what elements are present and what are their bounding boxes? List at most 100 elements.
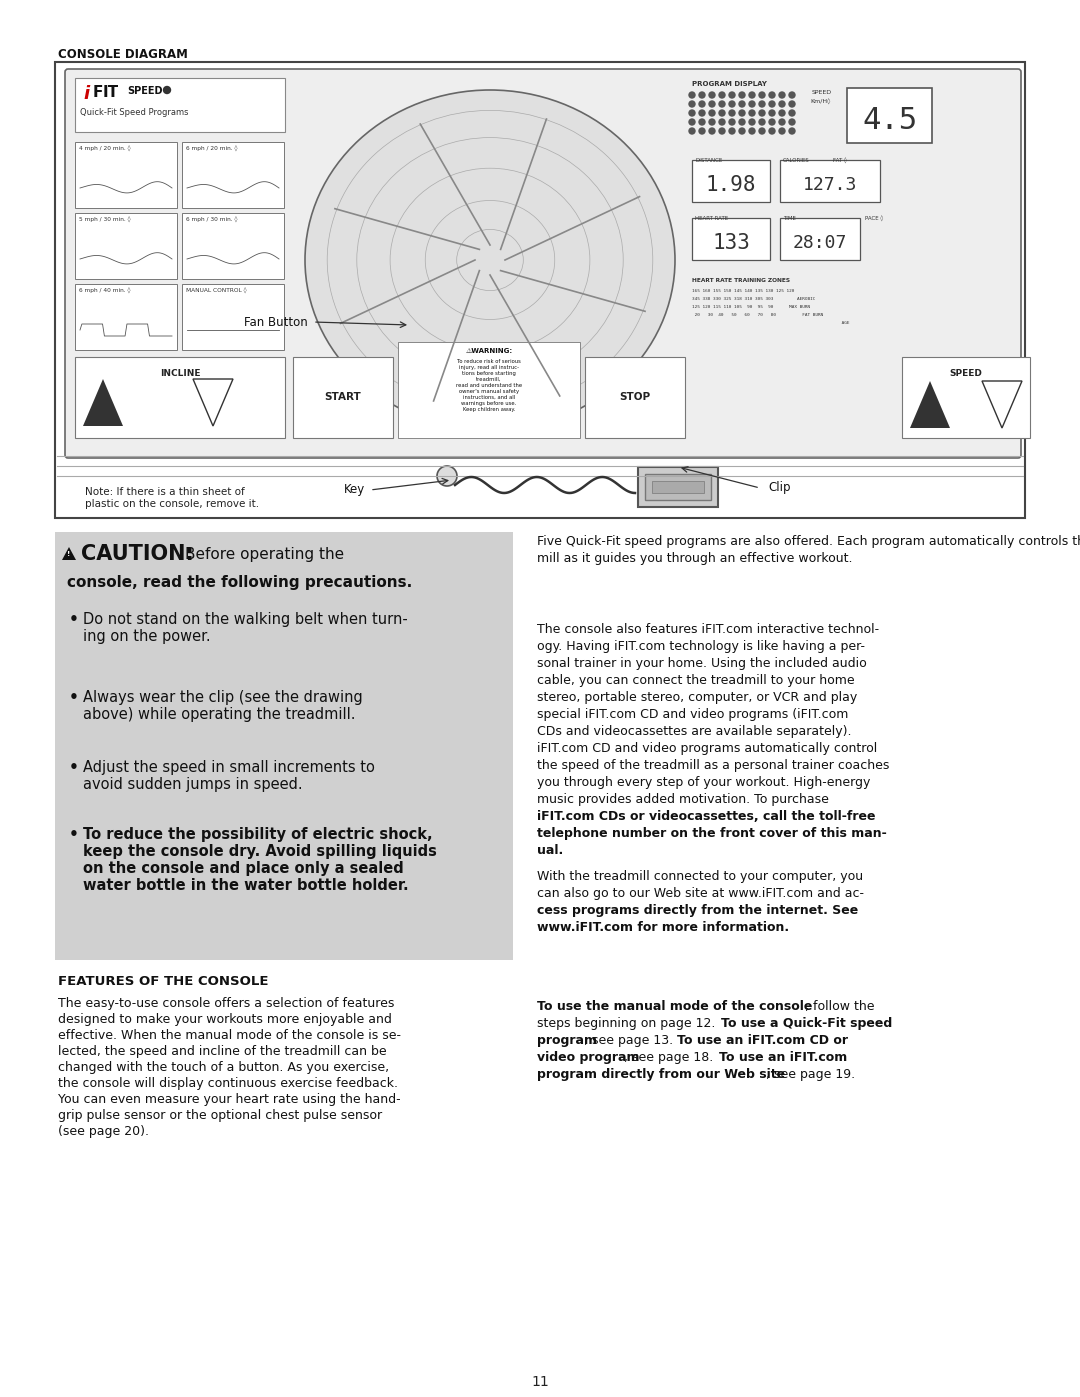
Text: HEART RATE TRAINING ZONES: HEART RATE TRAINING ZONES (692, 278, 789, 284)
Bar (585, 358, 685, 439)
Circle shape (750, 129, 755, 134)
Text: can also go to our Web site at www.iFIT.com and ac-: can also go to our Web site at www.iFIT.… (537, 887, 864, 900)
Circle shape (729, 92, 735, 98)
Circle shape (699, 119, 705, 124)
Text: PACE ◊: PACE ◊ (865, 217, 883, 222)
Text: IT: IT (103, 85, 119, 101)
Circle shape (769, 110, 775, 116)
Text: To use the manual mode of the console: To use the manual mode of the console (537, 1000, 812, 1013)
Text: 28:07: 28:07 (793, 235, 847, 251)
Text: www.iFIT.com for more information.: www.iFIT.com for more information. (537, 921, 789, 935)
Text: effective. When the manual mode of the console is se-: effective. When the manual mode of the c… (58, 1030, 401, 1042)
Text: designed to make your workouts more enjoyable and: designed to make your workouts more enjo… (58, 1013, 392, 1025)
Text: 345 338 330 325 318 310 305 303         AEROBIC: 345 338 330 325 318 310 305 303 AEROBIC (692, 298, 815, 300)
Text: above) while operating the treadmill.: above) while operating the treadmill. (83, 707, 355, 722)
Text: ing on the power.: ing on the power. (83, 629, 211, 644)
Text: INCLINE: INCLINE (160, 369, 200, 379)
Text: iFIT.com CDs or videocassettes, call the toll-free: iFIT.com CDs or videocassettes, call the… (537, 810, 876, 823)
Text: •: • (69, 760, 79, 775)
Bar (692, 161, 770, 203)
Text: plastic on the console, remove it.: plastic on the console, remove it. (85, 499, 259, 509)
Text: STOP: STOP (620, 393, 650, 402)
Circle shape (779, 119, 785, 124)
Text: changed with the touch of a button. As you exercise,: changed with the touch of a button. As y… (58, 1060, 389, 1074)
Circle shape (689, 129, 696, 134)
Circle shape (759, 119, 765, 124)
Text: Note: If there is a thin sheet of: Note: If there is a thin sheet of (85, 488, 245, 497)
Text: 127.3: 127.3 (802, 176, 858, 194)
Text: , see page 18.: , see page 18. (624, 1051, 717, 1065)
FancyBboxPatch shape (65, 68, 1021, 458)
Text: CONSOLE DIAGRAM: CONSOLE DIAGRAM (58, 47, 188, 61)
Polygon shape (910, 381, 950, 427)
Text: Before operating the: Before operating the (185, 548, 345, 562)
Circle shape (719, 92, 725, 98)
Circle shape (739, 101, 745, 108)
Bar (55, 532, 513, 960)
Text: (see page 20).: (see page 20). (58, 1125, 149, 1139)
Text: Always wear the clip (see the drawing: Always wear the clip (see the drawing (83, 690, 363, 705)
Text: i: i (83, 85, 90, 103)
Circle shape (739, 110, 745, 116)
Text: F: F (93, 85, 104, 101)
Text: avoid sudden jumps in speed.: avoid sudden jumps in speed. (83, 777, 302, 792)
Text: To reduce the possibility of electric shock,: To reduce the possibility of electric sh… (83, 827, 433, 842)
Bar (75, 284, 177, 351)
Text: console, read the following precautions.: console, read the following precautions. (67, 576, 413, 590)
Text: Quick-Fit Speed Programs: Quick-Fit Speed Programs (80, 108, 189, 117)
Bar (75, 212, 177, 279)
Circle shape (699, 129, 705, 134)
Circle shape (708, 92, 715, 98)
Circle shape (759, 92, 765, 98)
Circle shape (779, 129, 785, 134)
Circle shape (779, 110, 785, 116)
Text: •: • (69, 827, 79, 842)
Text: To use an iFIT.com CD or: To use an iFIT.com CD or (677, 1034, 848, 1046)
Text: iFIT.com CD and video programs automatically control: iFIT.com CD and video programs automatic… (537, 742, 877, 754)
Bar (645, 474, 711, 500)
Text: The console also features iFIT.com interactive technol-: The console also features iFIT.com inter… (537, 623, 879, 636)
Text: 4.5: 4.5 (862, 106, 917, 136)
Circle shape (729, 119, 735, 124)
Text: the console will display continuous exercise feedback.: the console will display continuous exer… (58, 1077, 399, 1090)
Bar (780, 161, 880, 203)
Text: The easy-to-use console offers a selection of features: The easy-to-use console offers a selecti… (58, 997, 394, 1010)
Text: grip pulse sensor or the optional chest pulse sensor: grip pulse sensor or the optional chest … (58, 1109, 382, 1122)
Circle shape (789, 119, 795, 124)
Text: you through every step of your workout. High-energy: you through every step of your workout. … (537, 775, 870, 789)
Bar (652, 481, 704, 493)
Text: To reduce risk of serious
injury, read all instruc-
tions before starting
treadm: To reduce risk of serious injury, read a… (456, 359, 522, 412)
Text: ogy. Having iFIT.com technology is like having a per-: ogy. Having iFIT.com technology is like … (537, 640, 865, 652)
Circle shape (689, 110, 696, 116)
Text: DISTANCE: DISTANCE (696, 158, 723, 163)
Text: , follow the: , follow the (805, 1000, 875, 1013)
Text: MANUAL CONTROL ◊: MANUAL CONTROL ◊ (186, 288, 246, 295)
Text: 11: 11 (531, 1375, 549, 1389)
Text: CDs and videocassettes are available separately).: CDs and videocassettes are available sep… (537, 725, 851, 738)
Text: video program: video program (537, 1051, 639, 1065)
Bar (183, 142, 284, 208)
Bar (692, 218, 770, 260)
Text: mill as it guides you through an effective workout.: mill as it guides you through an effecti… (537, 552, 852, 564)
Text: PROGRAM DISPLAY: PROGRAM DISPLAY (692, 81, 767, 87)
Text: ual.: ual. (537, 844, 564, 856)
Text: Clip: Clip (768, 482, 791, 495)
Circle shape (719, 110, 725, 116)
Text: 5 mph / 30 min. ◊: 5 mph / 30 min. ◊ (79, 217, 131, 224)
Text: SPEED: SPEED (812, 89, 832, 95)
Circle shape (689, 101, 696, 108)
Bar (75, 78, 285, 131)
Text: 6 mph / 40 min. ◊: 6 mph / 40 min. ◊ (79, 288, 131, 295)
Circle shape (729, 110, 735, 116)
Circle shape (708, 110, 715, 116)
Text: 165 160 155 150 145 140 135 130 125 120: 165 160 155 150 145 140 135 130 125 120 (692, 289, 795, 293)
Text: 20   30  40   50   60   70   80          FAT BURN: 20 30 40 50 60 70 80 FAT BURN (692, 313, 823, 317)
Circle shape (769, 101, 775, 108)
Circle shape (719, 101, 725, 108)
Polygon shape (193, 379, 233, 426)
Circle shape (750, 101, 755, 108)
Text: •: • (69, 612, 79, 627)
Text: SPEED: SPEED (949, 369, 983, 379)
Circle shape (779, 101, 785, 108)
Circle shape (719, 129, 725, 134)
